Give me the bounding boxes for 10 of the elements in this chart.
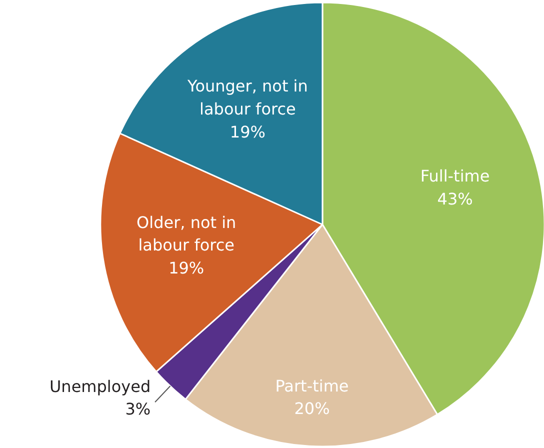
data-label: 20% <box>294 399 330 418</box>
slice-label: Older, not in labour force <box>136 212 236 255</box>
data-label: 43% <box>437 189 473 208</box>
data-label: 19% <box>230 122 266 142</box>
data-label: 3% <box>125 400 151 419</box>
slice-label: Part-time <box>275 376 349 396</box>
slice-label: Younger, not in labour force <box>186 76 308 119</box>
data-label: 19% <box>168 258 204 278</box>
slice-label: Full-time <box>420 166 490 186</box>
slice-label: Unemployed <box>49 376 151 396</box>
